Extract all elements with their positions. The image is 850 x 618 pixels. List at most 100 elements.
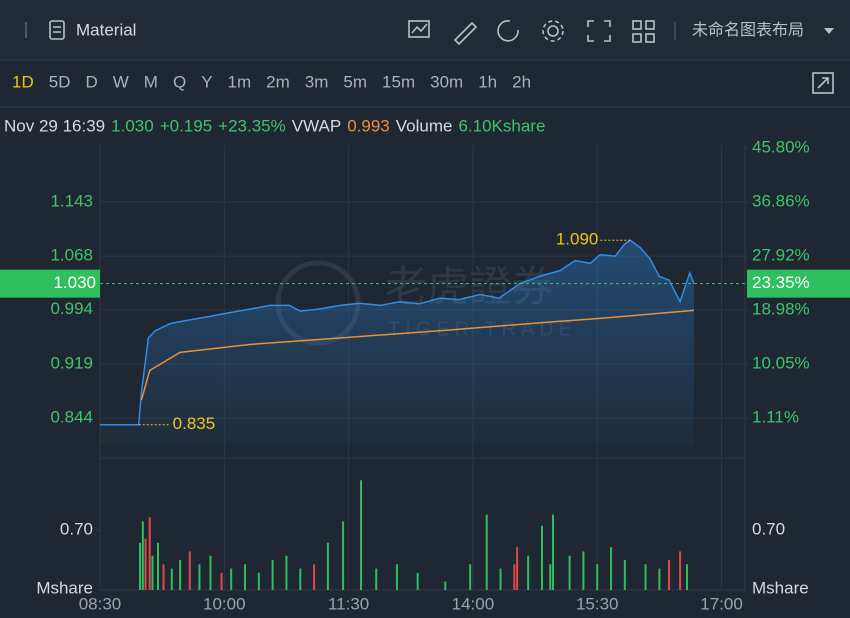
y2-tick-label: 10.05% [752,354,810,373]
volume-bar [582,551,585,590]
x-tick-label: 10:00 [203,594,246,613]
volume-bar [188,551,191,590]
volume-bar [668,560,671,590]
timeframe-button[interactable]: 5D [49,72,71,91]
volume-bar [444,581,447,590]
volume-bar [499,568,502,590]
timeframe-button[interactable]: D [85,72,97,91]
last-change-badge [747,269,850,298]
volume-bar [610,547,613,590]
volume-bar [549,564,552,590]
last-price-badge [0,269,100,298]
x-tick-label: 15:30 [576,594,619,613]
timeframe-button[interactable]: 15m [382,72,415,91]
timeframe-button[interactable]: 2m [266,72,290,91]
volume-bar [162,564,165,590]
volume-unit: Mshare [752,578,809,597]
volume-bar [209,555,212,590]
x-tick-label: 14:00 [452,594,495,613]
x-tick-label: 08:30 [79,594,122,613]
volume-bar [151,555,154,590]
y-tick-label: 1.143 [50,191,93,210]
timeframe-button[interactable]: 1h [478,72,497,91]
y2-tick-label: 1.11% [752,408,799,427]
volume-bar [285,555,288,590]
high-label: 1.090 [556,230,599,249]
volume-tick-label: 0.70 [752,519,785,538]
x-tick-label: 11:30 [328,594,369,613]
info-last: 1.030 [111,116,154,135]
volume-bar [540,525,543,590]
info-volume-label: Volume [396,116,453,135]
volume-bar [516,547,519,590]
volume-bar [485,514,488,590]
volume-bar [469,564,472,590]
timeframe-button[interactable]: 5m [343,72,367,91]
timeframe-button[interactable]: 1D [12,72,34,91]
price-area [100,240,694,445]
volume-bar [679,551,682,590]
volume-bar [299,568,302,590]
timeframe-button[interactable]: 1m [228,72,252,91]
volume-bar [139,542,142,590]
timeframe-button[interactable]: W [113,72,129,91]
y2-tick-label: 45.80% [752,137,810,156]
volume-bar [685,564,688,590]
last-change-label: 23.35% [752,273,810,292]
y-tick-label: 0.919 [50,353,93,372]
info-volume: 6.10Kshare [458,116,545,135]
y-tick-label: 0.994 [50,299,93,318]
volume-bar [170,568,173,590]
vwap-line [140,309,694,401]
volume-bar [513,564,516,590]
toolbar-icons [408,20,834,94]
y2-tick-label: 18.98% [752,300,810,319]
volume-bar [360,480,363,590]
symbol-title[interactable]: Material [76,20,136,39]
volume-bar [313,564,316,590]
volume-bar [416,572,419,590]
volume-bar [342,521,345,590]
timeframe-button[interactable]: M [144,72,158,91]
timeframe-button[interactable]: 3m [305,72,329,91]
price-line [100,239,695,426]
volume-bar [658,568,661,590]
y2-tick-label: 36.86% [752,192,810,211]
volume-bar [157,542,160,590]
y-tick-label: 0.844 [50,408,93,427]
volume-bar [623,560,626,590]
timeframe-button[interactable]: Q [173,72,186,91]
volume-bar [271,560,274,590]
volume-bar [220,572,223,590]
x-tick-label: 17:00 [700,594,743,613]
volume-bar [148,517,151,590]
volume-bar [375,568,378,590]
volume-bar [141,521,144,590]
volume-bar [395,564,398,590]
volume-bar [552,514,555,590]
info-change: +0.195 [160,116,212,135]
info-datetime: Nov 29 16:39 [4,116,105,135]
volume-bar [230,568,233,590]
volume-bar [198,564,201,590]
volume-bar [596,564,599,590]
timeframe-button[interactable]: 2h [512,72,531,91]
timeframe-button[interactable]: Y [201,72,212,91]
volume-bar [244,564,247,590]
volume-bar [326,542,329,590]
volume-unit: Mshare [36,578,93,597]
volume-bar [568,555,571,590]
layout-name[interactable]: 未命名图表布局 [692,21,804,39]
timeframe-button[interactable]: 30m [430,72,463,91]
low-label: 0.835 [173,414,216,433]
volume-bar [179,560,182,590]
volume-bar [527,555,530,590]
volume-bar [644,564,647,590]
info-vwap-label: VWAP [292,116,341,135]
volume-tick-label: 0.70 [60,519,93,538]
volume-bar [144,538,147,590]
info-vwap: 0.993 [347,116,390,135]
volume-bar [257,572,260,590]
last-price-label: 1.030 [53,273,96,292]
